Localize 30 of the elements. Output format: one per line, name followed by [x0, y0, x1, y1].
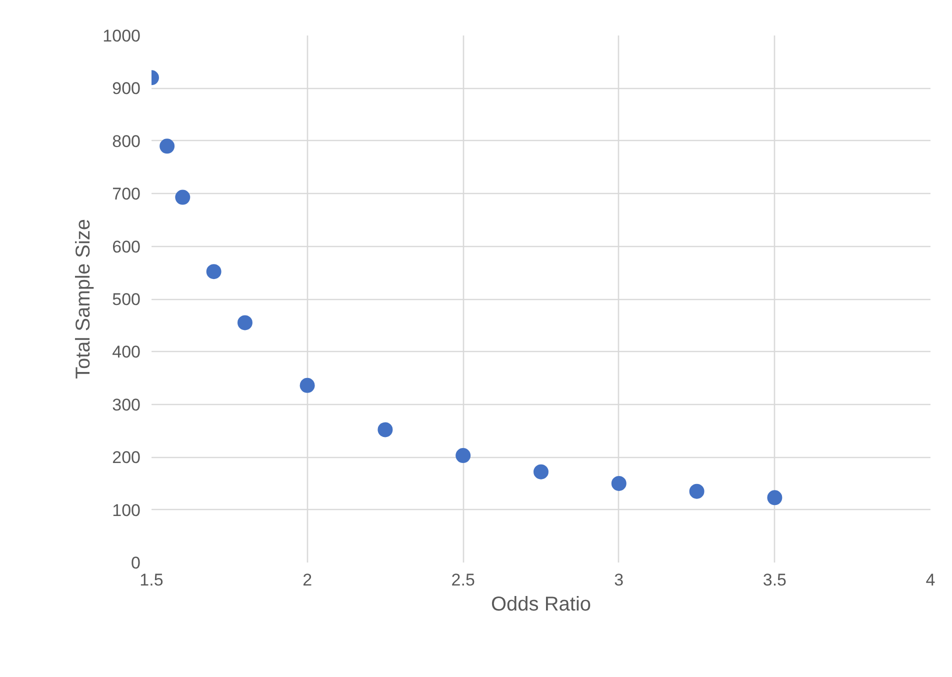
y-tick-label: 1000 — [102, 26, 141, 46]
y-tick-label: 200 — [112, 448, 141, 468]
point — [300, 378, 315, 393]
x-tick-label: 2.5 — [451, 570, 475, 590]
point — [378, 422, 393, 438]
x-tick-label: 2 — [302, 570, 312, 590]
point — [689, 484, 704, 499]
point — [160, 138, 175, 154]
point — [767, 490, 782, 506]
x-tick-label: 3.5 — [762, 570, 787, 590]
y-tick-label: 300 — [112, 395, 141, 414]
y-tick-label: 0 — [131, 554, 141, 572]
y-tick-label: 500 — [112, 290, 141, 309]
y-axis-title: Total Sample Size — [72, 218, 95, 380]
point — [175, 190, 190, 205]
y-tick-label: 800 — [112, 132, 141, 151]
point — [534, 464, 548, 480]
y-tick-label: 600 — [112, 237, 141, 256]
x-tick-label: 3 — [614, 570, 624, 590]
y-tick-label: 900 — [112, 79, 141, 98]
y-tick-label: 700 — [112, 184, 141, 204]
point — [456, 448, 471, 464]
point — [611, 476, 626, 491]
x-tick-label: 1.5 — [140, 570, 164, 590]
y-tick-label: 400 — [112, 342, 141, 362]
y-tick-label: 100 — [112, 500, 141, 520]
point — [206, 264, 222, 280]
x-tick-label: 4 — [926, 570, 936, 590]
x-axis-title: Odds Ratio — [490, 594, 592, 616]
point — [237, 315, 252, 330]
